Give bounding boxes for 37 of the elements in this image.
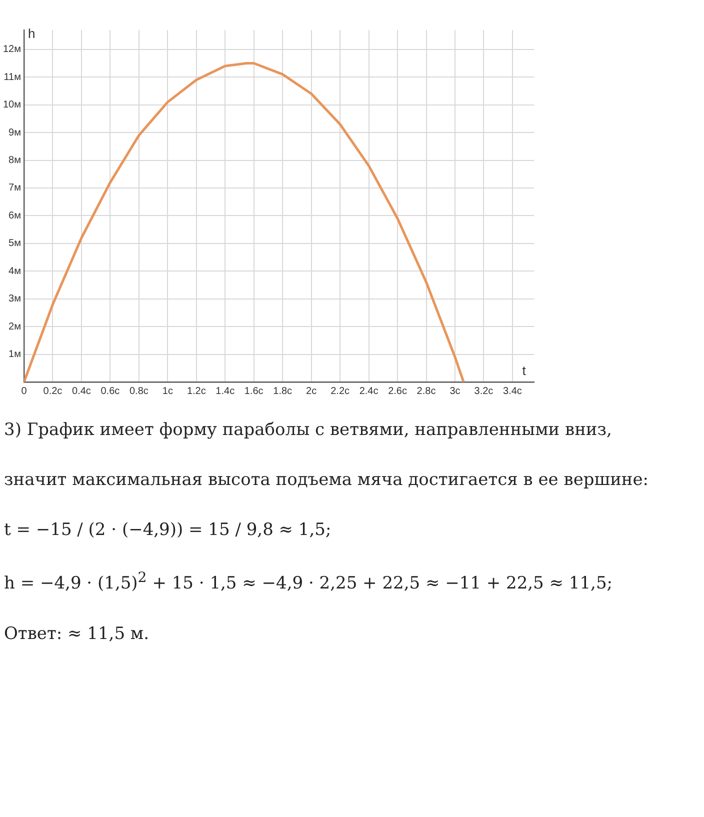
- x-axis-title: t: [522, 363, 526, 378]
- text: 3) График имеет форму параболы с ветвями, направленными вниз,: [4, 420, 613, 440]
- y-tick-label: 9м: [8, 127, 22, 138]
- y-tick-label: 4м: [8, 266, 22, 277]
- text: t = −15 / (2 · (−4,9)) = 15 / 9,8 ≈ 1,5;: [4, 520, 332, 540]
- y-tick-label: 12м: [3, 44, 22, 56]
- x-tick-label: 3.4с: [502, 386, 522, 397]
- x-tick-label: 0: [21, 386, 28, 397]
- text: h = −4,9 · (1,5)$^{2}$ + 15 · 1,5 ≈ −4,9 · 2,25 + 22,5 ≈ −11 + 22,5 ≈ 11,5;: [4, 570, 614, 594]
- y-tick-label: 6м: [8, 210, 22, 222]
- text: значит максимальная высота подъема мяча достигается в ее вершине:: [4, 470, 650, 490]
- y-tick-label: 7м: [8, 182, 22, 194]
- x-tick-label: 2.4с: [359, 386, 378, 397]
- y-tick-label: 11м: [4, 72, 22, 83]
- x-tick-label: 1.4с: [216, 386, 235, 397]
- x-tick-label: 1.8с: [273, 386, 292, 397]
- y-tick-label: 3м: [8, 294, 22, 305]
- x-tick-label: 2.8с: [416, 386, 436, 397]
- x-tick-label: 1.2с: [186, 386, 206, 397]
- x-tick-label: 0.2с: [43, 386, 62, 397]
- x-tick-label: 2.2с: [330, 386, 350, 397]
- y-tick-label: 5м: [8, 238, 22, 250]
- y-tick-label: 8м: [8, 155, 22, 166]
- x-tick-label: 0.4с: [72, 386, 91, 397]
- x-tick-label: 3с: [450, 386, 460, 397]
- x-tick-label: 0.8с: [129, 386, 148, 397]
- x-tick-label: 3.2с: [474, 386, 494, 397]
- x-tick-label: 1.6с: [244, 386, 264, 397]
- x-tick-label: 0.6с: [100, 386, 120, 397]
- x-tick-label: 2с: [306, 386, 317, 397]
- y-tick-label: 2м: [8, 321, 22, 332]
- x-tick-label: 1с: [162, 386, 173, 397]
- x-tick-label: 2.6с: [388, 386, 407, 397]
- text: Ответ: ≈ 11,5 м.: [4, 624, 150, 644]
- y-tick-label: 10м: [3, 100, 22, 111]
- y-tick-label: 1м: [8, 349, 22, 360]
- y-axis-title: h: [28, 26, 36, 42]
